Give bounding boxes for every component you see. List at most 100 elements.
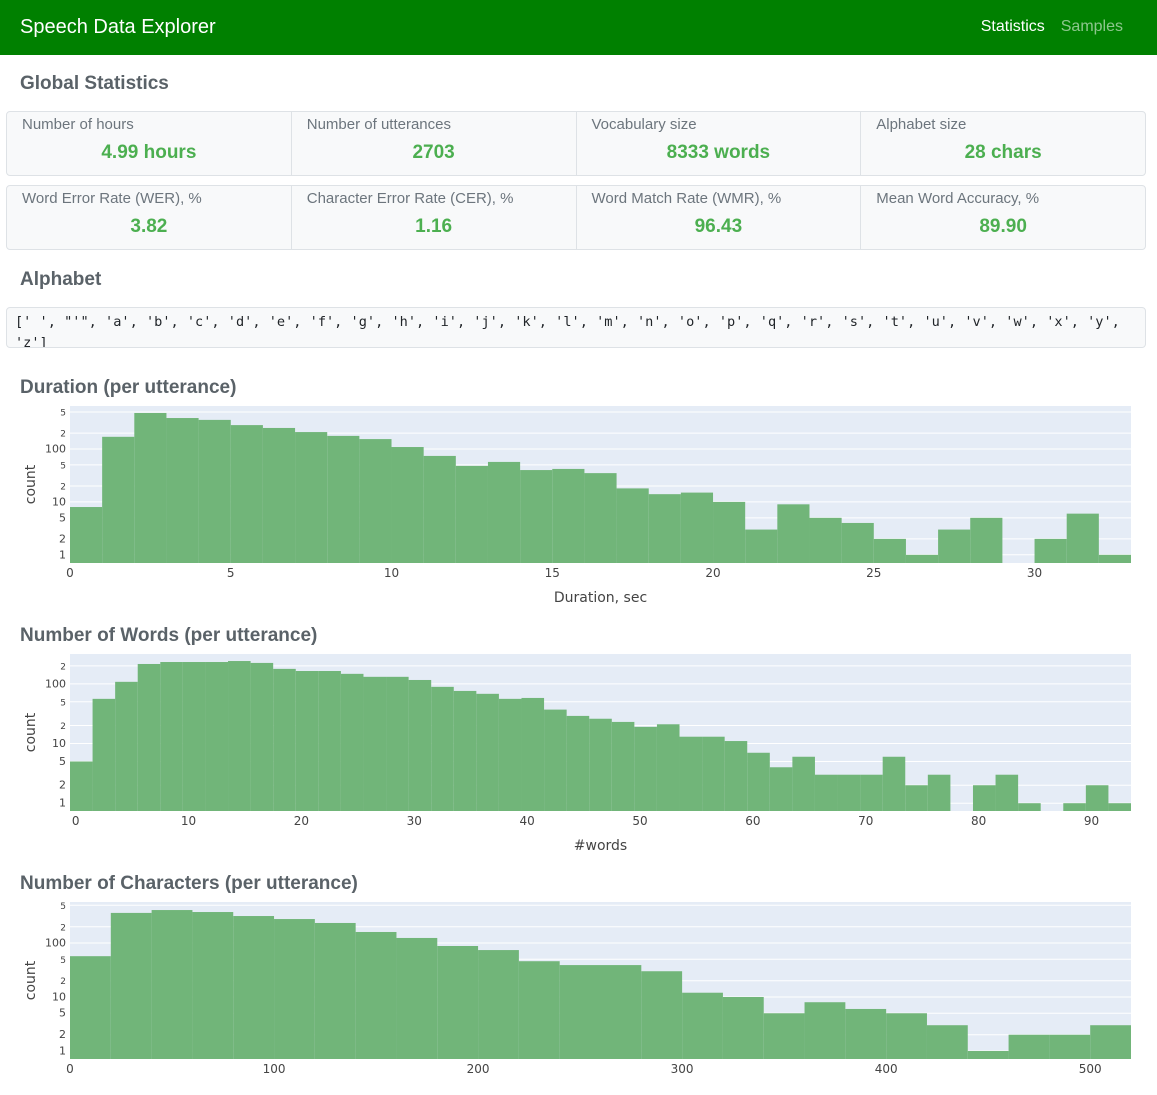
y-tick-label: 1 [59,797,66,810]
x-tick-label: 0 [66,1062,74,1076]
stats-row: Number of hours4.99 hoursNumber of utter… [6,111,1146,176]
bar [521,698,544,811]
y-tick-label: 5 [60,409,66,419]
bar [160,662,183,811]
bar [681,493,713,563]
x-tick-label: 200 [467,1062,490,1076]
nav-link[interactable]: Statistics [981,18,1045,35]
chart-title: Duration (per utterance) [20,377,236,398]
bar [845,1009,886,1059]
bar [231,425,263,563]
bar [152,910,193,1059]
y-tick-label: 2 [60,662,66,672]
bar [928,775,951,811]
bar [431,687,454,811]
bar [938,530,970,563]
bar [192,912,233,1059]
bar [1009,1035,1050,1059]
bar [233,916,274,1059]
bar [805,1002,846,1059]
alphabet-text: [' ', "'", 'a', 'b', 'c', 'd', 'e', 'f',… [6,307,1146,348]
x-tick-label: 20 [705,566,720,580]
stat-label: Number of utterances [307,116,451,133]
chart-title: Number of Words (per utterance) [20,625,317,646]
y-tick-label: 2 [60,977,66,987]
stat-label: Number of hours [22,116,134,133]
bar [456,466,488,563]
bar [905,785,928,811]
stats-row: Word Error Rate (WER), %3.82Character Er… [6,185,1146,250]
y-tick-label: 5 [60,698,66,708]
x-tick-label: 70 [858,814,873,828]
bar [296,671,319,811]
y-tick-label: 100 [45,937,66,950]
brand[interactable]: Speech Data Explorer [20,16,216,39]
chart-title: Number of Characters (per utterance) [20,873,358,894]
bar [589,719,612,811]
bar [263,428,295,563]
y-tick-label: 2 [60,482,66,492]
y-tick-label: 10 [52,737,66,750]
bar [657,724,680,811]
stat-value: 89.90 [861,216,1145,238]
bar [520,470,552,563]
bar [1063,803,1086,811]
bar [874,539,906,563]
y-tick-label: 2 [60,923,66,933]
bar [70,956,111,1059]
y-tick-label: 1 [59,1044,66,1057]
y-tick-label: 100 [45,443,66,456]
bar [860,775,883,811]
bar [295,432,327,563]
bar [199,420,231,563]
x-tick-label: 50 [632,814,647,828]
x-tick-label: 10 [181,814,196,828]
stat-card: Vocabulary size8333 words [576,112,861,175]
x-tick-label: 60 [745,814,760,828]
bar [138,664,161,811]
x-tick-label: 400 [875,1062,898,1076]
x-axis-title: Duration, sec [554,590,647,606]
y-tick-label: 5 [59,755,66,768]
bar [612,722,635,811]
bar [251,663,274,811]
bar [1035,539,1067,563]
bar [770,767,793,811]
section-title: Global Statistics [20,73,169,95]
bar [476,694,499,811]
bar [341,674,364,811]
nav-link[interactable]: Samples [1061,18,1123,35]
bar [93,699,116,811]
bar [454,691,477,811]
bar [723,997,764,1059]
bar [567,716,590,811]
stat-label: Alphabet size [876,116,966,133]
bar [359,439,391,563]
bar [973,785,996,811]
bar [488,462,520,563]
bar [356,932,397,1059]
bar [747,753,770,811]
stat-value: 3.82 [7,216,291,238]
stat-card: Word Match Rate (WMR), %96.43 [576,186,861,249]
y-tick-label: 10 [52,495,66,508]
bar [1018,803,1041,811]
stat-card: Mean Word Accuracy, %89.90 [860,186,1145,249]
x-tick-label: 0 [66,566,74,580]
bar [838,775,861,811]
bar [205,662,228,811]
bar [641,971,682,1059]
bar [70,761,93,811]
bar [552,469,584,563]
bar [424,456,456,563]
bar [560,965,601,1059]
stat-value: 28 chars [861,142,1145,164]
x-tick-label: 25 [866,566,881,580]
stat-label: Character Error Rate (CER), % [307,190,514,207]
x-tick-label: 5 [227,566,235,580]
x-tick-label: 500 [1079,1062,1102,1076]
bar [519,961,560,1059]
x-tick-label: 30 [407,814,422,828]
bar [842,523,874,563]
y-tick-label: 2 [60,722,66,732]
